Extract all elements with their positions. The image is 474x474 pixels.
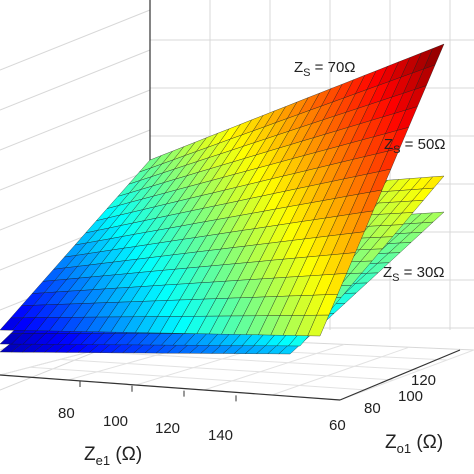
grid-line bbox=[203, 343, 345, 391]
grid-line bbox=[59, 358, 394, 381]
y-tick-label: 80 bbox=[364, 400, 381, 417]
x-tick-label: 120 bbox=[155, 420, 180, 437]
surface-layer bbox=[0, 43, 445, 355]
x-tick-label: 100 bbox=[103, 413, 128, 430]
y-tick-label: 100 bbox=[398, 388, 423, 405]
x-tick-label: 140 bbox=[208, 427, 233, 444]
grid-line bbox=[0, 89, 151, 151]
grid-line bbox=[89, 351, 421, 371]
grid-line bbox=[339, 349, 474, 401]
x-axis-label: Ze1 (Ω) bbox=[84, 444, 142, 468]
grid-line bbox=[271, 346, 410, 396]
series-label-zs70: ZS = 70Ω bbox=[294, 59, 356, 79]
grid-line bbox=[29, 366, 367, 391]
grid-line bbox=[0, 374, 341, 401]
x-tick-label: 80 bbox=[58, 405, 75, 422]
grid-line bbox=[0, 129, 151, 191]
grid-line bbox=[0, 9, 151, 71]
y-tick-label: 120 bbox=[411, 372, 436, 389]
surface-cell bbox=[307, 314, 330, 337]
label-layer: 80 100 120 140 60 80 100 120 Ze1 (Ω) Zo1… bbox=[58, 59, 446, 468]
y-tick-label: 60 bbox=[329, 417, 346, 434]
grid-line bbox=[0, 49, 151, 111]
grid-line bbox=[0, 169, 151, 231]
series-label-zs50: ZS = 50Ω bbox=[384, 136, 446, 156]
surface-2 bbox=[0, 43, 445, 337]
series-label-zs30: ZS = 30Ω bbox=[383, 264, 445, 284]
grid-line bbox=[339, 349, 461, 401]
y-axis-label: Zo1 (Ω) bbox=[385, 432, 443, 456]
